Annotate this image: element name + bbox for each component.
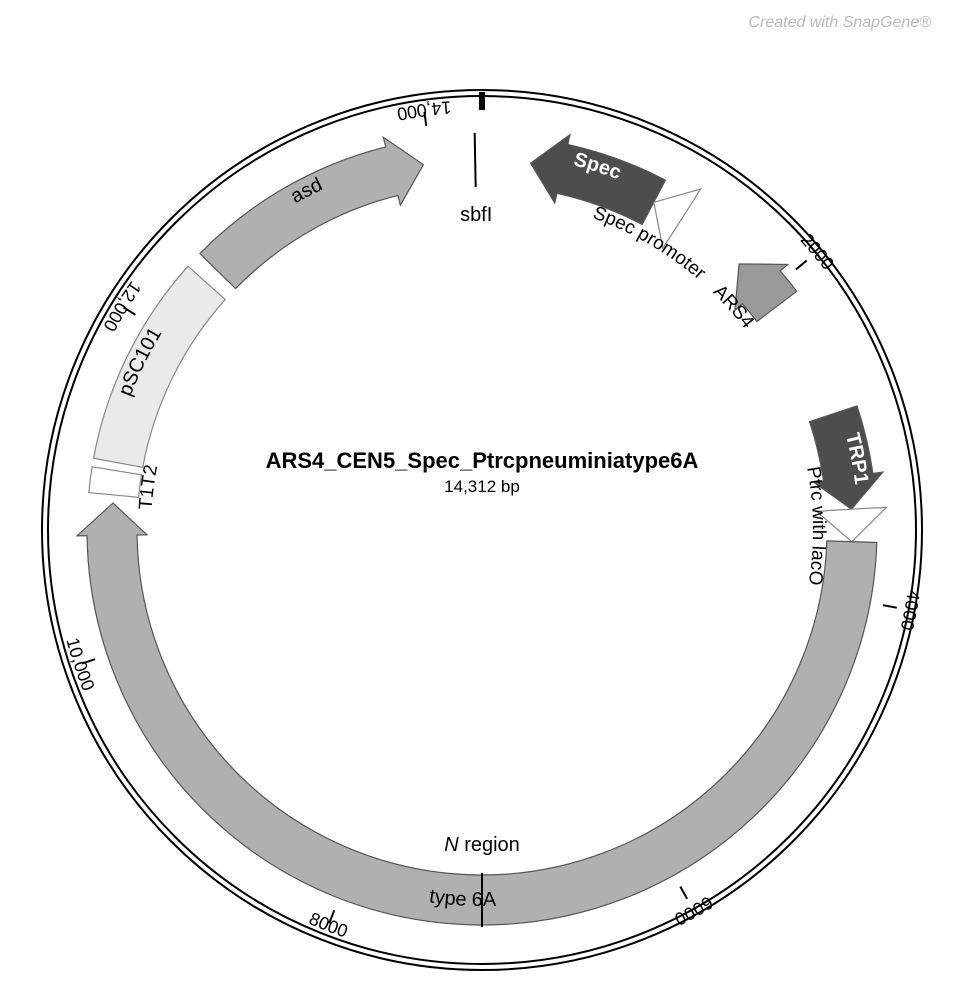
scale-tick — [883, 605, 897, 608]
plasmid-size: 14,312 bp — [444, 477, 520, 496]
feature-label: type 6A — [428, 885, 497, 911]
scale-label: 10,000 — [62, 636, 98, 694]
plasmid-name: ARS4_CEN5_Spec_Ptrcpneuminiatype6A — [266, 448, 699, 473]
scale-tick — [680, 887, 687, 899]
feature-type-6a — [77, 503, 877, 925]
watermark: Created with SnapGene® — [748, 14, 931, 32]
marker-label: sbfI — [460, 204, 492, 226]
scale-label: 4000 — [897, 589, 924, 632]
scale-label: 6000 — [671, 892, 716, 929]
feature-asd — [200, 137, 424, 288]
plasmid-map: 200040006000800010,00012,00014,000SpecSp… — [0, 0, 959, 1000]
marker-tick — [475, 133, 476, 187]
scale-tick — [796, 260, 807, 269]
marker-label: N region — [444, 834, 520, 856]
feature-label: Spec promoter — [590, 203, 710, 285]
feature-t1t2 — [89, 467, 142, 498]
feature-label: T1T2 — [136, 463, 163, 510]
scale-label: 14,000 — [395, 97, 452, 124]
scale-label: 2000 — [797, 230, 838, 274]
feature-psc101 — [94, 266, 226, 467]
